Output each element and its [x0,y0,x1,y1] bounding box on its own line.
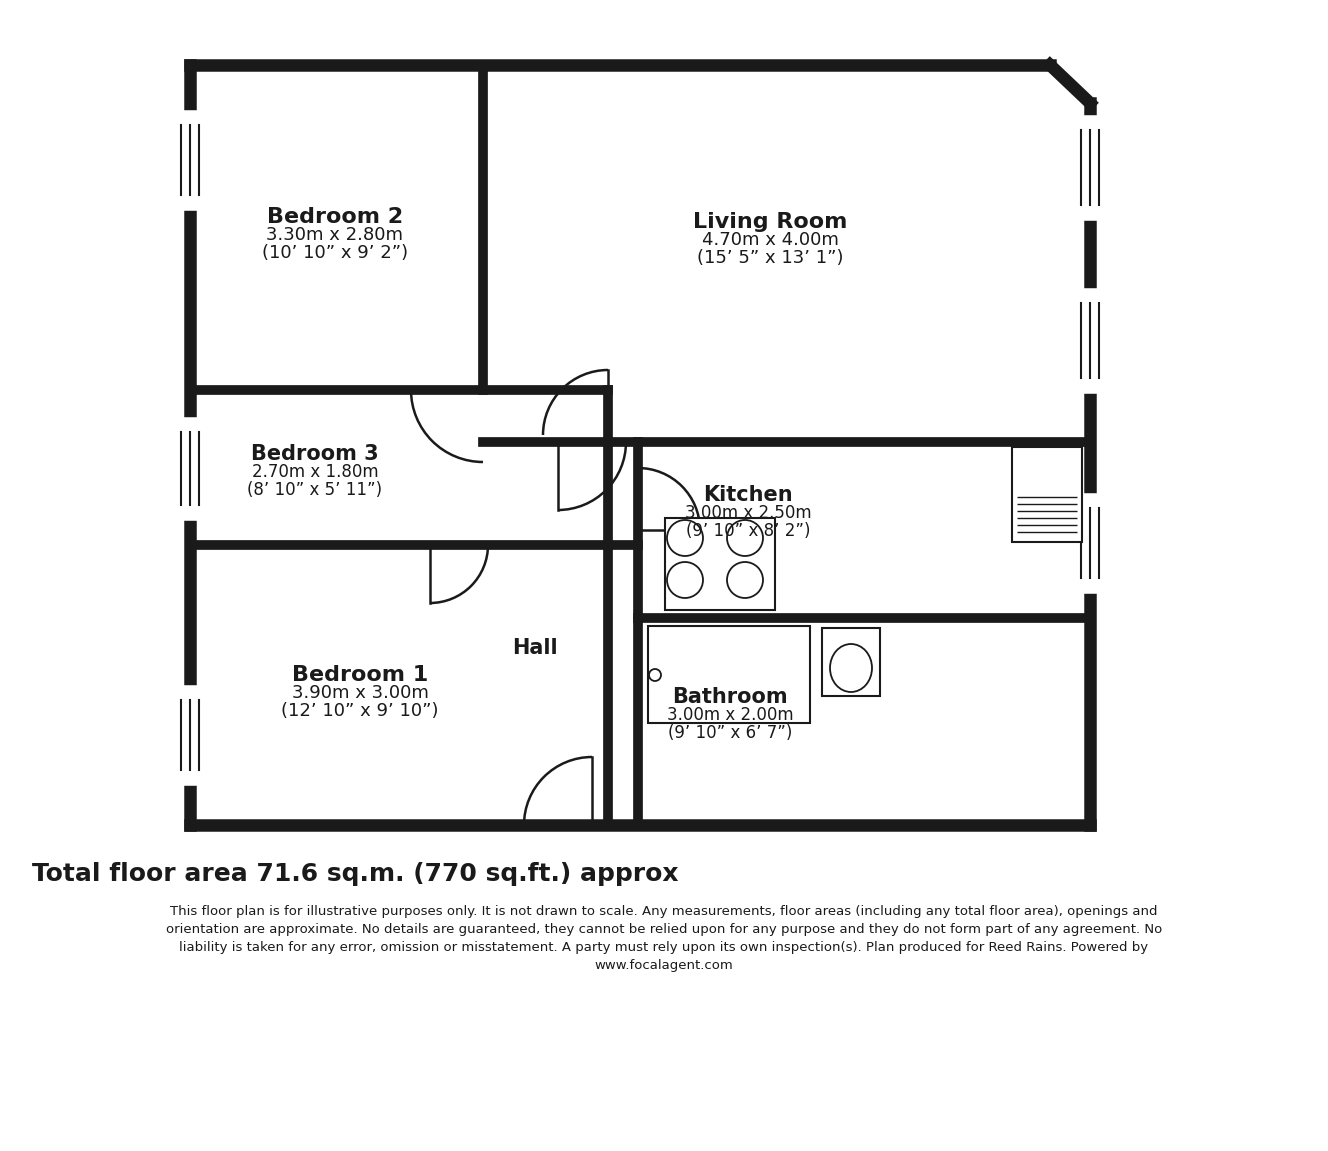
Bar [822,628,880,696]
Bar [665,518,776,610]
Bar [648,626,810,723]
Text: Bathroom: Bathroom [672,687,788,707]
Text: Total floor area 71.6 sq.m. (770 sq.ft.) approx: Total floor area 71.6 sq.m. (770 sq.ft.)… [32,862,679,886]
Text: 3.00m x 2.50m: 3.00m x 2.50m [685,504,811,523]
Ellipse shape [830,645,872,692]
Text: 3.30m x 2.80m: 3.30m x 2.80m [267,226,404,244]
Text: Hall: Hall [513,638,558,658]
Text: Bedroom 2: Bedroom 2 [267,207,404,227]
Text: Living Room: Living Room [693,212,847,233]
Text: 3.00m x 2.00m: 3.00m x 2.00m [667,706,793,724]
Text: This floor plan is for illustrative purposes only. It is not drawn to scale. Any: This floor plan is for illustrative purp… [166,905,1162,971]
Bar [1012,447,1082,542]
Text: (8’ 10” x 5’ 11”): (8’ 10” x 5’ 11”) [247,481,382,500]
Text: (9’ 10” x 6’ 7”): (9’ 10” x 6’ 7”) [668,724,793,742]
Text: 3.90m x 3.00m: 3.90m x 3.00m [292,684,429,702]
Text: (10’ 10” x 9’ 2”): (10’ 10” x 9’ 2”) [262,244,408,262]
Text: (9’ 10” x 8’ 2”): (9’ 10” x 8’ 2”) [685,523,810,540]
Text: Bedroom 1: Bedroom 1 [292,665,428,685]
Text: 2.70m x 1.80m: 2.70m x 1.80m [252,463,378,481]
Text: 4.70m x 4.00m: 4.70m x 4.00m [701,231,838,249]
Text: Bedroom 3: Bedroom 3 [251,444,378,464]
Text: (15’ 5” x 13’ 1”): (15’ 5” x 13’ 1”) [697,249,843,267]
Text: Kitchen: Kitchen [704,485,793,505]
Text: (12’ 10” x 9’ 10”): (12’ 10” x 9’ 10”) [282,702,438,721]
